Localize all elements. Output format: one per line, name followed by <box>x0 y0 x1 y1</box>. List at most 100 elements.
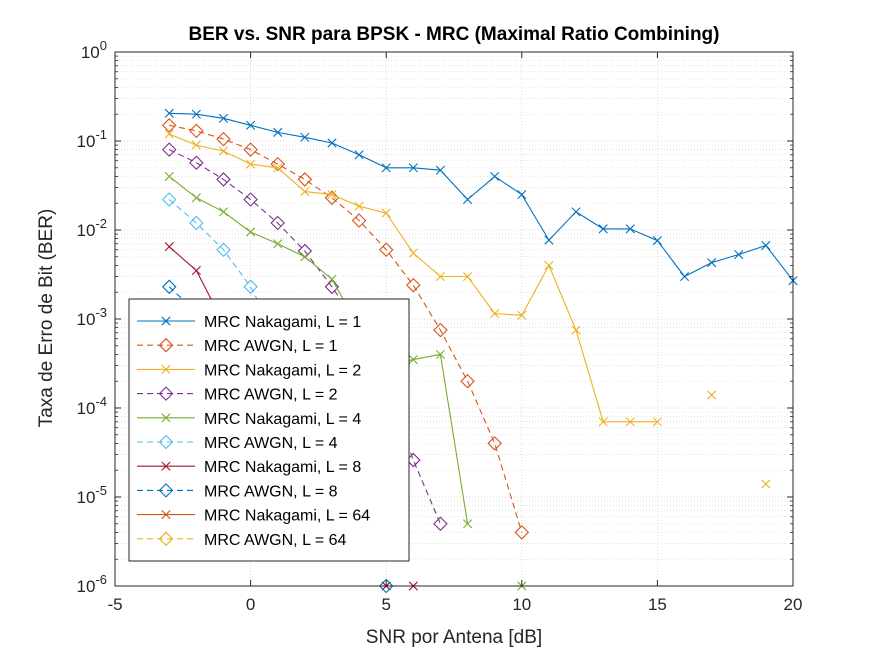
y-tick-label: 10-1 <box>77 127 107 151</box>
x-marker <box>161 510 171 520</box>
x-marker <box>191 109 201 119</box>
x-marker <box>408 248 418 258</box>
x-marker <box>354 150 364 160</box>
diamond-marker <box>158 531 174 547</box>
series-3 <box>164 129 771 489</box>
x-marker <box>761 240 771 251</box>
series-1 <box>164 108 798 286</box>
legend-label: MRC AWGN, L = 64 <box>204 532 347 549</box>
x-tick-label: 15 <box>648 595 667 614</box>
x-marker <box>517 310 527 320</box>
x-marker <box>435 349 446 360</box>
x-marker <box>571 207 581 217</box>
series-2 <box>161 118 530 540</box>
x-tick-label: 0 <box>246 595 255 614</box>
legend-label: MRC Nakagami, L = 4 <box>204 411 361 428</box>
x-marker <box>164 242 174 252</box>
diamond-marker <box>270 156 285 172</box>
x-marker <box>327 274 337 284</box>
x-marker <box>490 171 500 182</box>
diamond-marker <box>270 215 285 231</box>
diamond-marker <box>324 190 340 206</box>
legend-entry: MRC AWGN, L = 1 <box>137 337 338 355</box>
y-tick-label: 10-2 <box>77 216 107 240</box>
x-marker <box>246 227 256 237</box>
legend-entry: MRC Nakagami, L = 1 <box>137 314 361 331</box>
x-marker <box>327 189 337 200</box>
x-marker <box>218 113 229 123</box>
legend-entry: MRC AWGN, L = 8 <box>137 483 338 500</box>
x-marker <box>273 163 283 173</box>
series-line <box>168 175 469 524</box>
x-marker <box>707 258 717 268</box>
y-tick-label: 10-5 <box>77 483 107 507</box>
x-marker <box>408 354 418 365</box>
x-marker <box>435 271 446 282</box>
x-marker <box>462 519 473 529</box>
x-marker <box>381 208 391 218</box>
diamond-marker <box>433 516 448 532</box>
x-marker <box>462 271 473 282</box>
x-marker <box>191 265 201 276</box>
chart-title: BER vs. SNR para BPSK - MRC (Maximal Rat… <box>188 24 719 45</box>
legend-label: MRC Nakagami, L = 2 <box>204 362 361 379</box>
legend-label: MRC AWGN, L = 4 <box>204 435 338 452</box>
x-marker <box>164 171 174 182</box>
diamond-marker <box>216 172 231 187</box>
x-marker <box>218 146 229 156</box>
diamond-marker <box>189 123 204 139</box>
series-line <box>169 112 794 281</box>
legend-label: MRC AWGN, L = 2 <box>204 387 338 404</box>
diamond-marker <box>161 142 177 157</box>
series-line <box>168 199 279 339</box>
x-axis-label: SNR por Antena [dB] <box>366 627 542 648</box>
diamond-marker <box>158 434 174 450</box>
x-marker <box>191 140 201 150</box>
diamond-marker <box>324 279 340 295</box>
legend-label: MRC Nakagami, L = 1 <box>204 314 361 331</box>
x-marker <box>327 138 337 148</box>
y-tick-label: 10-4 <box>77 394 107 418</box>
x-marker <box>300 252 310 262</box>
diamond-marker <box>216 131 231 147</box>
x-marker <box>164 108 174 118</box>
x-marker <box>571 325 581 335</box>
diamond-marker <box>433 322 448 338</box>
legend-entry: MRC Nakagami, L = 64 <box>137 508 370 525</box>
x-marker <box>435 165 446 175</box>
x-tick-label: -5 <box>107 595 122 614</box>
x-tick-label: 5 <box>381 595 390 614</box>
x-marker <box>218 207 229 217</box>
diamond-marker <box>514 525 530 540</box>
x-marker <box>354 201 364 211</box>
y-tick-label: 100 <box>81 38 107 62</box>
x-marker <box>544 235 554 245</box>
diamond-marker <box>243 142 258 157</box>
diamond-marker <box>297 172 313 187</box>
diamond-marker <box>161 118 177 133</box>
diamond-marker <box>460 373 475 389</box>
y-tick-label: 10-3 <box>77 305 107 329</box>
x-marker <box>598 417 608 427</box>
x-marker <box>381 163 391 173</box>
diamond-marker <box>158 483 174 498</box>
x-marker <box>191 193 201 203</box>
axis-ticks: -5 0 5 10 15 20 10-6 10-5 10-4 10-3 10-2 10-1 100 <box>77 38 803 614</box>
legend-entry: MRC AWGN, L = 4 <box>137 434 338 452</box>
legend-label: MRC Nakagami, L = 8 <box>204 459 361 476</box>
x-marker <box>273 127 283 137</box>
diamond-marker <box>189 215 204 231</box>
legend-box <box>128 298 410 562</box>
legend: MRC Nakagami, L = 1 MRC AWGN, L = 1 MRC Na… <box>128 298 410 562</box>
legend-label: MRC AWGN, L = 8 <box>204 483 338 500</box>
legend-entry: MRC AWGN, L = 2 <box>137 386 338 404</box>
x-marker <box>652 236 662 246</box>
x-tick-label: 20 <box>784 595 803 614</box>
x-marker <box>246 159 256 169</box>
diamond-marker <box>161 279 177 295</box>
x-marker <box>300 187 310 197</box>
diamond-marker <box>378 578 394 594</box>
legend-entry: MRC Nakagami, L = 8 <box>137 459 361 476</box>
diamond-marker <box>487 436 502 451</box>
